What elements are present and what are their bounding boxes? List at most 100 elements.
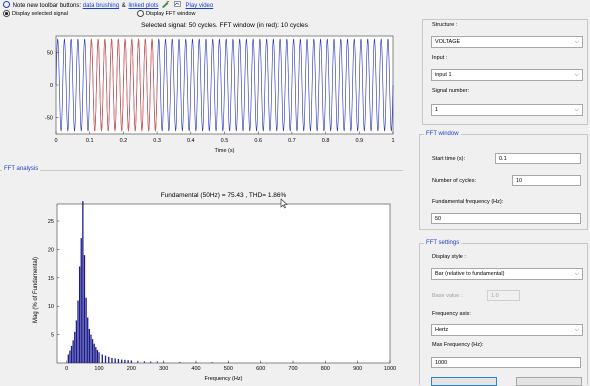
fft-bar — [69, 350, 71, 363]
fft-bar — [111, 357, 113, 363]
fft-x-tick-label: 900 — [353, 366, 362, 372]
input-select[interactable]: input 1 ⌵ — [431, 69, 583, 81]
radio-unselected-dot[interactable] — [137, 10, 144, 17]
fft-bar — [75, 320, 78, 363]
fft-y-tick-label: 20 — [48, 247, 54, 253]
fft-bar — [70, 345, 73, 363]
fft-bar — [96, 349, 99, 363]
frequency-axis-select-value: Hertz — [435, 327, 449, 333]
max-frequency-input[interactable] — [431, 357, 581, 368]
signal-number-select-value: 1 — [435, 107, 439, 113]
fft-bar — [87, 317, 89, 363]
fft-y-tick-label: 10 — [48, 304, 54, 310]
input-select-value: input 1 — [435, 72, 452, 78]
display-fft-window-radio[interactable]: Display FFT window — [137, 10, 195, 17]
signal-x-tick-label: 0.5 — [221, 138, 229, 144]
max-frequency-label: Max Frequency (Hz): — [432, 342, 484, 348]
fft-bar — [150, 361, 152, 363]
fft-x-ticks: 0 100 200 300 400 500 600 700 800 900 1000 — [65, 360, 396, 372]
fft-bar — [80, 238, 82, 363]
signal-x-tick-label: 0.8 — [322, 138, 330, 144]
signal-x-tick-label: 0.6 — [254, 138, 262, 144]
fft-x-tick-label: 0 — [65, 366, 68, 372]
fft-bar — [108, 356, 110, 363]
fft-bar — [156, 361, 158, 363]
fft-window-panel: FFT window — [419, 131, 588, 230]
start-time-label: Start time (s): — [432, 156, 466, 162]
data-brushing-link[interactable]: data brushing — [82, 3, 120, 9]
fft-bar — [121, 359, 123, 363]
display-fft-window-label: Display FFT window — [146, 10, 196, 17]
signal-y-tick-label: 0 — [50, 83, 53, 89]
signal-number-select[interactable]: 1 ⌵ — [431, 104, 583, 116]
linked-plot-icon[interactable] — [174, 1, 183, 8]
info-icon — [3, 1, 10, 8]
frequency-axis-select[interactable]: Hertz ⌵ — [431, 324, 583, 336]
structure-select-value: VOLTAGE — [435, 39, 461, 45]
signal-x-tick-label: 0.9 — [355, 138, 363, 144]
signal-x-tick-label: 0.1 — [86, 138, 94, 144]
fft-x-tick-label: 500 — [224, 366, 233, 372]
cycles-input[interactable] — [512, 175, 581, 186]
fft-y-axis-label: Mag (% of Fundamental) — [33, 257, 39, 323]
fft-x-tick-label: 700 — [288, 366, 297, 372]
fft-x-tick-label: 600 — [256, 366, 265, 372]
fund-freq-input[interactable] — [431, 213, 581, 224]
fft-analysis-title: FFT analysis — [2, 166, 41, 172]
fft-y-tick-label: 5 — [51, 333, 54, 339]
fft-bar — [101, 354, 103, 363]
signal-x-ticks: 0 0.1 0.2 0.3 0.4 0.5 0.6 0.7 0.8 0.9 1 — [54, 131, 395, 144]
fft-x-tick-label: 300 — [159, 366, 168, 372]
chevron-down-icon[interactable]: ⌵ — [574, 72, 579, 78]
start-time-input[interactable] — [495, 153, 581, 164]
fft-bar — [95, 347, 97, 363]
fft-x-axis-label: Frequency (Hz) — [204, 376, 243, 382]
signal-number-label: Signal number: — [432, 88, 469, 94]
structure-label: Structure : — [432, 22, 458, 28]
fft-bar — [104, 355, 107, 363]
fft-x-tick-label: 1000 — [384, 366, 396, 372]
play-video-link[interactable]: Play video — [185, 3, 214, 9]
brush-icon[interactable] — [161, 1, 170, 8]
signal-y-tick-label: 50 — [47, 50, 53, 56]
signal-x-axis-label: Time (s) — [214, 148, 235, 154]
structure-select[interactable]: VOLTAGE ⌵ — [431, 36, 583, 48]
base-value-label: Base value : — [432, 293, 463, 299]
signal-y-ticks: 50 0 -50 — [45, 50, 59, 122]
signal-x-tick-label: 0.3 — [153, 138, 161, 144]
signal-y-tick-label: -50 — [45, 116, 53, 122]
fft-x-tick-label: 800 — [321, 366, 330, 372]
signal-x-tick-label: 0.2 — [120, 138, 128, 144]
fft-bar — [77, 300, 79, 363]
fft-y-tick-label: 25 — [48, 219, 54, 225]
fft-plot-title: Fundamental (50Hz) = 75.43 , THD= 1.86% — [160, 192, 287, 199]
fft-bar — [211, 362, 213, 363]
display-style-select[interactable]: Bar (relative to fundamental) ⌵ — [431, 268, 583, 280]
display-style-label: Display style : — [432, 254, 466, 260]
fft-bar — [78, 266, 81, 363]
fft-bar — [88, 328, 90, 363]
mouse-cursor-icon — [280, 198, 288, 209]
fft-bar — [83, 255, 86, 363]
signal-plot-title: Selected signal: 50 cycles. FFT window (… — [141, 22, 308, 29]
chevron-down-icon[interactable]: ⌵ — [574, 327, 579, 333]
radio-selected-dot[interactable] — [3, 10, 10, 17]
ampersand: & — [121, 3, 126, 9]
chevron-down-icon[interactable]: ⌵ — [574, 39, 579, 45]
chevron-down-icon[interactable]: ⌵ — [574, 271, 579, 277]
chevron-down-icon[interactable]: ⌵ — [574, 107, 579, 113]
fft-bar — [127, 360, 129, 363]
display-selected-signal-radio[interactable]: Display selected signal — [3, 10, 68, 17]
toolbar-note: Note new toolbar buttons: data brushing … — [3, 1, 213, 9]
fft-window-title: FFT window — [424, 131, 461, 137]
base-value-input — [487, 290, 520, 301]
display-selected-signal-label: Display selected signal — [12, 10, 68, 17]
linked-plots-link[interactable]: linked plots — [128, 3, 159, 9]
signal-x-tick-label: 0.4 — [187, 138, 195, 144]
fund-freq-label: Fundamental frequency (Hz): — [432, 199, 504, 205]
fft-window-line — [89, 38, 158, 132]
fft-bar — [93, 343, 95, 363]
fft-bar — [85, 297, 87, 363]
fft-bar — [72, 340, 74, 363]
